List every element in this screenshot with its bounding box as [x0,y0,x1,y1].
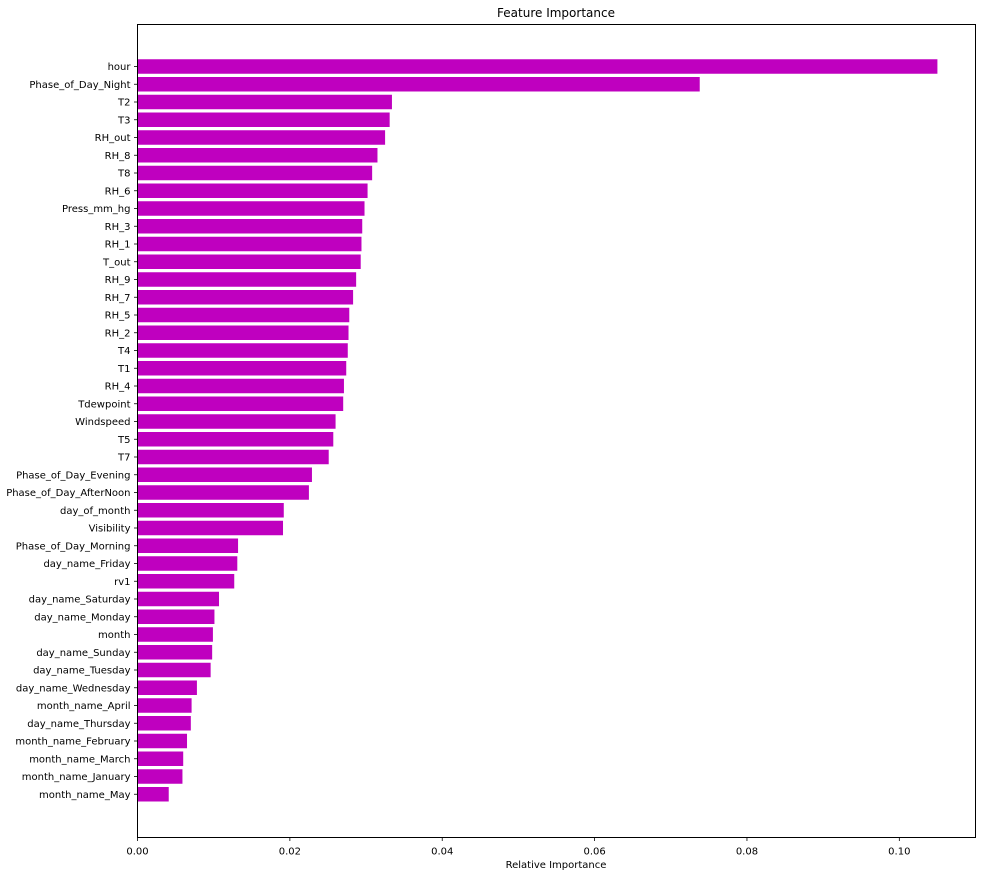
bar-rv1 [137,574,235,589]
bar-T_out [137,254,361,269]
y-tick-label: Phase_of_Day_Night [29,80,130,91]
y-tick-label: Phase_of_Day_AfterNoon [6,488,130,499]
y-tick-label: T8 [117,169,130,180]
bar-RH_8 [137,148,378,163]
x-tick-label: 0.00 [126,847,148,858]
bar-Phase_of_Day_Morning [137,538,239,553]
bar-T2 [137,94,392,110]
y-tick-label: Windspeed [75,417,130,428]
y-tick-label: Phase_of_Day_Morning [16,541,131,552]
x-axis: 0.00 0.02 0.04 0.06 0.08 0.10 [126,837,910,858]
y-tick-label: Visibility [89,524,131,535]
bar-day_name_Sunday [137,645,213,660]
bar-Press_mm_hg [137,201,365,216]
y-tick-label: hour [108,62,132,73]
y-tick-label: T1 [117,364,130,375]
bar-day_name_Tuesday [137,662,211,678]
bar-day_name_Friday [137,556,238,571]
y-tick-label: Press_mm_hg [62,204,131,215]
bar-day_name_Wednesday [137,680,197,695]
bar-RH_3 [137,219,363,234]
x-tick-label: 0.04 [431,847,453,858]
y-tick-label: T_out [102,257,131,268]
bar-RH_out [137,130,386,145]
bar-Visibility [137,520,284,536]
bar-month_name_February [137,733,188,749]
bar-T1 [137,361,347,376]
x-axis-label: Relative Importance [506,860,607,871]
y-tick-label: day_name_Thursday [27,719,130,730]
y-tick-label: RH_3 [105,222,131,233]
y-tick-label: RH_1 [105,240,131,251]
y-tick-label: RH_6 [105,186,131,197]
bar-day_name_Monday [137,609,215,624]
y-tick-label: RH_5 [105,311,131,322]
bar-Windspeed [137,414,336,429]
x-tick-label: 0.06 [583,847,605,858]
bar-T8 [137,165,373,181]
y-tick-label: day_name_Sunday [36,648,130,659]
bar-T4 [137,343,348,358]
y-tick-label: T3 [117,115,130,126]
y-tick-label: month_name_March [29,754,130,765]
bar-RH_6 [137,183,368,198]
bar-day_name_Thursday [137,716,191,731]
y-tick-label: month_name_May [39,790,131,801]
y-axis: hour Phase_of_Day_Night T2 T3 RH_out RH_8 T8 RH… [6,62,138,801]
y-tick-label: month_name_January [22,772,131,783]
y-tick-label: RH_4 [105,382,131,393]
bar-day_of_month [137,503,284,518]
bar-Phase_of_Day_Evening [137,467,312,482]
y-tick-label: day_name_Wednesday [16,683,131,694]
bar-T7 [137,449,329,465]
bars-layer [137,59,938,802]
bar-month [137,627,213,642]
y-tick-label: day_of_month [60,506,131,517]
y-tick-label: month [98,630,130,641]
bar-RH_2 [137,325,349,340]
y-tick-label: rv1 [114,577,130,588]
y-tick-label: T2 [117,98,130,109]
y-tick-label: T4 [117,346,130,357]
y-tick-label: Phase_of_Day_Evening [16,470,130,481]
bar-Phase_of_Day_Night [137,77,700,92]
y-tick-label: RH_out [95,133,131,144]
bar-RH_1 [137,236,362,252]
bar-T3 [137,112,390,127]
y-tick-label: RH_8 [105,151,131,162]
bar-T5 [137,432,334,447]
bar-hour [137,59,938,74]
y-tick-label: day_name_Saturday [29,595,131,606]
x-tick-label: 0.08 [736,847,758,858]
y-tick-label: month_name_February [15,737,130,748]
bar-month_name_January [137,769,183,784]
bar-month_name_May [137,787,169,802]
y-tick-label: RH_9 [105,275,131,286]
bar-month_name_March [137,751,184,766]
bar-day_name_Saturday [137,591,220,607]
bar-RH_5 [137,307,350,323]
bar-Phase_of_Day_AfterNoon [137,485,309,500]
plot-frame [137,24,976,838]
bar-RH_9 [137,272,357,287]
y-tick-label: month_name_April [37,701,131,712]
y-tick-label: day_name_Monday [34,612,130,623]
y-tick-label: T5 [117,435,130,446]
bar-RH_4 [137,378,344,394]
x-tick-label: 0.02 [279,847,301,858]
x-tick-label: 0.10 [888,847,910,858]
y-tick-label: day_name_Friday [43,559,130,570]
bar-Tdewpoint [137,396,344,411]
y-tick-label: RH_2 [105,328,131,339]
y-tick-label: T7 [117,453,130,464]
y-tick-label: Tdewpoint [77,399,130,410]
bar-month_name_April [137,698,192,713]
y-tick-label: RH_7 [105,293,131,304]
y-tick-label: day_name_Tuesday [33,666,131,677]
chart-title: Feature Importance [497,6,615,20]
bar-RH_7 [137,290,354,305]
